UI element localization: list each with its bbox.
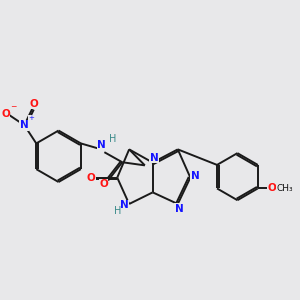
- Text: N: N: [120, 200, 128, 210]
- Text: CH₃: CH₃: [277, 184, 293, 193]
- Text: O: O: [87, 172, 96, 183]
- Text: O: O: [1, 109, 10, 118]
- Text: O: O: [267, 183, 276, 193]
- Text: O: O: [99, 179, 108, 189]
- Text: N: N: [191, 171, 200, 182]
- Text: N: N: [98, 140, 106, 150]
- Text: H: H: [113, 206, 121, 216]
- Text: N: N: [175, 204, 183, 214]
- Text: N: N: [150, 152, 158, 163]
- Text: −: −: [11, 102, 17, 111]
- Text: +: +: [28, 115, 34, 121]
- Text: O: O: [30, 99, 38, 109]
- Text: N: N: [20, 120, 29, 130]
- Text: H: H: [109, 134, 116, 144]
